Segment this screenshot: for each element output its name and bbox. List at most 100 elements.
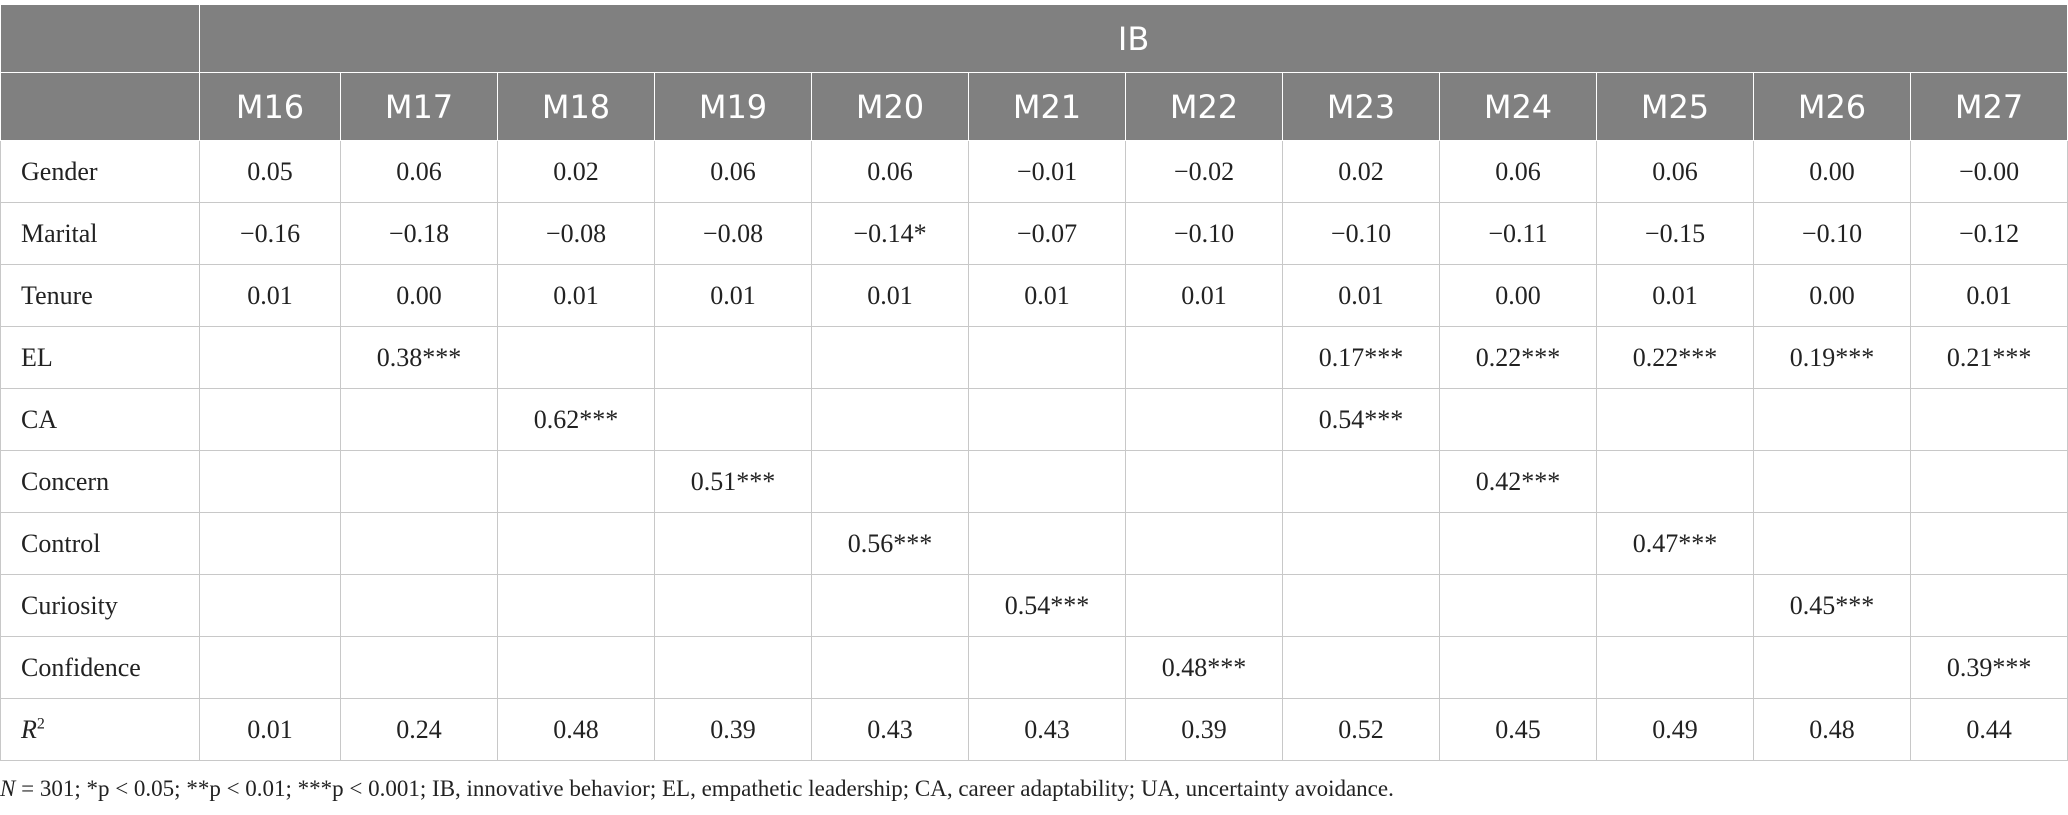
table-cell: 0.22*** — [1596, 326, 1754, 389]
table-cell: 0.48 — [497, 698, 655, 761]
table-cell — [654, 388, 812, 451]
table-cell: −0.08 — [654, 202, 812, 265]
table-cell — [1125, 512, 1283, 575]
model-header: M25 — [1596, 72, 1754, 141]
model-header: M26 — [1753, 72, 1911, 141]
table-cell: 0.02 — [1282, 140, 1440, 203]
table-cell: 0.45*** — [1753, 574, 1911, 637]
table-cell — [811, 388, 969, 451]
table-row: Tenure 0.01 0.00 0.01 0.01 0.01 0.01 0.0… — [0, 264, 2068, 327]
table-cell — [1909, 512, 2068, 575]
table-cell: 0.01 — [1909, 264, 2068, 327]
table-cell — [811, 636, 969, 699]
table-cell: −0.12 — [1909, 202, 2068, 265]
model-header: M24 — [1439, 72, 1597, 141]
table-cell: 0.54*** — [1282, 388, 1440, 451]
table-cell: 0.51*** — [654, 450, 812, 513]
table-cell — [1909, 388, 2068, 451]
row-label: Curiosity — [0, 574, 200, 637]
table-cell: −0.10 — [1753, 202, 1911, 265]
table-cell: 0.48*** — [1125, 636, 1283, 699]
table-cell: −0.07 — [968, 202, 1126, 265]
table-cell — [1753, 636, 1911, 699]
table-row: R2 0.01 0.24 0.48 0.39 0.43 0.43 0.39 0.… — [0, 698, 2068, 761]
table-cell: 0.17*** — [1282, 326, 1440, 389]
model-header: M27 — [1909, 72, 2068, 141]
table-cell: 0.24 — [340, 698, 498, 761]
table-cell: 0.00 — [1753, 264, 1911, 327]
table-cell: 0.06 — [654, 140, 812, 203]
table-cell: 0.43 — [968, 698, 1126, 761]
table-cell: −0.16 — [199, 202, 341, 265]
table-cell: 0.01 — [1282, 264, 1440, 327]
table-cell — [1125, 388, 1283, 451]
r-symbol: R — [21, 714, 37, 744]
table-cell — [340, 388, 498, 451]
table-cell — [1282, 512, 1440, 575]
table-cell: 0.01 — [1596, 264, 1754, 327]
model-header: M21 — [968, 72, 1126, 141]
table-cell — [1596, 574, 1754, 637]
table-cell — [340, 636, 498, 699]
table-cell: −0.00 — [1909, 140, 2068, 203]
table-cell — [497, 326, 655, 389]
table-cell: 0.38*** — [340, 326, 498, 389]
row-label: Marital — [0, 202, 200, 265]
table-row: Control 0.56*** 0.47*** — [0, 512, 2068, 575]
table-cell — [811, 450, 969, 513]
row-label: CA — [0, 388, 200, 451]
table-cell: 0.52 — [1282, 698, 1440, 761]
table-cell — [199, 574, 341, 637]
row-label: Confidence — [0, 636, 200, 699]
table-cell: 0.01 — [654, 264, 812, 327]
table-cell: 0.01 — [199, 698, 341, 761]
table-footnote: N = 301; *p < 0.05; **p < 0.01; ***p < 0… — [0, 776, 1394, 802]
table-cell: 0.62*** — [497, 388, 655, 451]
table-cell: −0.18 — [340, 202, 498, 265]
table-cell — [497, 574, 655, 637]
table-cell: 0.01 — [199, 264, 341, 327]
group-header-ib: IB — [198, 5, 2068, 73]
table-cell — [1125, 326, 1283, 389]
table-cell — [1909, 574, 2068, 637]
model-header: M18 — [497, 72, 655, 141]
results-table-container: IB M16 M17 M18 M19 M20 M21 M22 M23 M24 M… — [0, 5, 2068, 761]
table-cell — [654, 636, 812, 699]
model-header: M16 — [199, 72, 341, 141]
table-cell: 0.01 — [811, 264, 969, 327]
table-cell — [968, 512, 1126, 575]
model-header: M22 — [1125, 72, 1283, 141]
table-cell: 0.06 — [1596, 140, 1754, 203]
table-cell — [968, 636, 1126, 699]
table-row: Confidence 0.48*** 0.39*** — [0, 636, 2068, 699]
table-cell: −0.15 — [1596, 202, 1754, 265]
table-cell — [1596, 450, 1754, 513]
table-cell: −0.10 — [1282, 202, 1440, 265]
table-cell: 0.39 — [654, 698, 812, 761]
table-cell: 0.00 — [1439, 264, 1597, 327]
table-cell: 0.01 — [968, 264, 1126, 327]
row-label: EL — [0, 326, 200, 389]
table-cell — [340, 450, 498, 513]
row-label: Concern — [0, 450, 200, 513]
table-cell — [654, 512, 812, 575]
regression-results-table: IB M16 M17 M18 M19 M20 M21 M22 M23 M24 M… — [0, 5, 2068, 761]
table-cell: 0.56*** — [811, 512, 969, 575]
table-cell — [497, 636, 655, 699]
table-cell: 0.06 — [340, 140, 498, 203]
table-cell — [1282, 574, 1440, 637]
table-cell: −0.02 — [1125, 140, 1283, 203]
table-cell: 0.01 — [1125, 264, 1283, 327]
table-cell — [497, 450, 655, 513]
model-header: M17 — [340, 72, 498, 141]
table-cell — [199, 450, 341, 513]
table-cell — [1125, 450, 1283, 513]
table-cell — [340, 512, 498, 575]
table-cell — [811, 326, 969, 389]
table-row: Curiosity 0.54*** 0.45*** — [0, 574, 2068, 637]
table-cell: 0.21*** — [1909, 326, 2068, 389]
table-cell — [1439, 574, 1597, 637]
table-cell — [968, 450, 1126, 513]
table-cell — [654, 326, 812, 389]
row-label: Tenure — [0, 264, 200, 327]
